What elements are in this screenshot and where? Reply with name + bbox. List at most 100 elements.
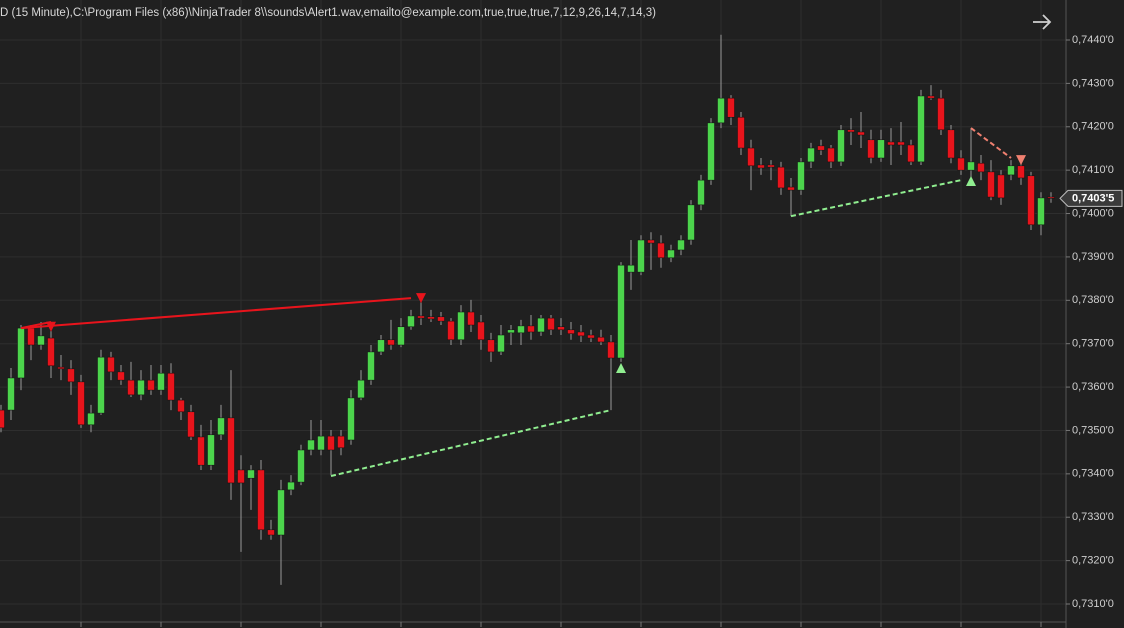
last-price-label: 0,7403'5	[1072, 192, 1114, 204]
candle-body	[647, 239, 655, 244]
expand-button[interactable]	[1033, 14, 1052, 30]
candle-body	[87, 412, 95, 426]
candle-body	[57, 366, 65, 370]
candle-body	[397, 326, 405, 346]
candle-body	[787, 186, 795, 191]
candle-body	[967, 161, 975, 171]
y-tick-label: 0,7310'0	[1072, 598, 1114, 610]
candle-body	[697, 179, 705, 206]
candle-body	[1017, 165, 1025, 179]
candle-body	[17, 327, 25, 379]
last-price-box	[1059, 189, 1123, 207]
candle-body	[347, 397, 355, 441]
candle-body	[1027, 175, 1035, 226]
candle-body	[337, 435, 345, 449]
candle-body	[117, 371, 125, 381]
candle-body	[237, 469, 245, 484]
candle-body	[97, 356, 105, 414]
candle-body	[777, 166, 785, 189]
candle-body	[287, 481, 295, 491]
candle-body	[977, 162, 985, 173]
y-tick-label: 0,7430'0	[1072, 77, 1114, 89]
y-tick-label: 0,7380'0	[1072, 294, 1114, 306]
signal-marker	[416, 293, 426, 304]
candle-body	[257, 469, 265, 531]
candle-body	[1047, 196, 1055, 199]
candle-body	[877, 139, 885, 159]
candle-body	[277, 489, 285, 536]
candle-body	[807, 147, 815, 163]
candle-body	[727, 97, 735, 118]
candle-body	[107, 356, 115, 373]
candle-body	[137, 379, 145, 396]
candle-body	[417, 315, 425, 319]
candle-body	[387, 339, 395, 346]
candle-body	[157, 372, 165, 391]
candle-body	[177, 399, 185, 413]
candle-body	[0, 409, 5, 429]
candle-body	[917, 95, 925, 163]
candle-body	[927, 95, 935, 99]
trendline	[20, 321, 52, 330]
candle-body	[47, 337, 55, 367]
candle-body	[627, 264, 635, 273]
signal-marker	[966, 175, 976, 186]
y-tick-label: 0,7330'0	[1072, 511, 1114, 523]
candle-body	[737, 116, 745, 149]
candle-body	[447, 320, 455, 341]
y-tick-label: 0,7420'0	[1072, 121, 1114, 133]
chart-title: D (15 Minute),C:\Program Files (x86)\Nin…	[0, 7, 656, 19]
candle-body	[427, 316, 435, 320]
candle-body	[227, 417, 235, 484]
candle-body	[217, 417, 225, 436]
candle-body	[797, 161, 805, 191]
plot	[0, 34, 1055, 585]
signal-marker	[1016, 155, 1026, 166]
candle-body	[37, 335, 45, 346]
signal-marker	[616, 362, 626, 373]
candle-body	[857, 131, 865, 136]
candle-body	[377, 339, 385, 353]
candle-body	[537, 317, 545, 333]
candle-body	[987, 171, 995, 198]
y-tick-label: 0,7440'0	[1072, 34, 1114, 46]
candle-body	[887, 141, 895, 146]
y-tick-label: 0,7320'0	[1072, 555, 1114, 567]
candle-body	[957, 157, 965, 171]
candle-body	[747, 147, 755, 167]
candle-body	[587, 334, 595, 339]
grid	[0, 0, 1066, 622]
y-tick-label: 0,7350'0	[1072, 424, 1114, 436]
candle-body	[567, 329, 575, 334]
candle-body	[477, 321, 485, 341]
signal-marker	[46, 321, 56, 332]
candle-body	[517, 325, 525, 334]
candle-body	[327, 435, 335, 451]
trendline	[970, 127, 1012, 159]
y-tick-label: 0,7360'0	[1072, 381, 1114, 393]
candle-body	[657, 242, 665, 259]
candle-body	[817, 145, 825, 151]
candle-body	[487, 339, 495, 353]
y-tick-label: 0,7390'0	[1072, 251, 1114, 263]
trendline	[20, 297, 412, 330]
candle-body	[767, 164, 775, 168]
candle-body	[827, 147, 835, 163]
candle-body	[687, 204, 695, 241]
candle-body	[1037, 197, 1045, 226]
candle-body	[197, 436, 205, 466]
candle-body	[757, 164, 765, 169]
candle-body	[7, 377, 15, 411]
candle-body	[637, 239, 645, 273]
candle-body	[127, 379, 135, 396]
candle-body	[997, 174, 1005, 199]
candle-body	[547, 317, 555, 331]
arrow-icon[interactable]	[1033, 14, 1052, 30]
candle-body	[947, 129, 955, 159]
candle-body	[527, 325, 535, 333]
candle-body	[437, 316, 445, 322]
candle-body	[187, 411, 195, 438]
candle-body	[1007, 165, 1015, 176]
trendline	[790, 179, 962, 218]
